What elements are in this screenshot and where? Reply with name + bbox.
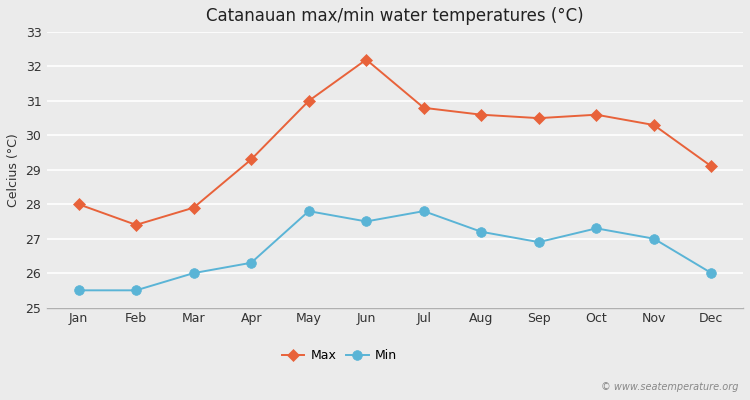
Max xyxy=(189,205,198,210)
Legend: Max, Min: Max, Min xyxy=(281,349,397,362)
Max xyxy=(419,106,428,110)
Text: © www.seatemperature.org: © www.seatemperature.org xyxy=(602,382,739,392)
Y-axis label: Celcius (°C): Celcius (°C) xyxy=(7,133,20,207)
Title: Catanauan max/min water temperatures (°C): Catanauan max/min water temperatures (°C… xyxy=(206,7,584,25)
Min xyxy=(650,236,658,241)
Max xyxy=(534,116,543,120)
Max xyxy=(74,202,83,207)
Min xyxy=(362,219,370,224)
Max xyxy=(247,157,256,162)
Max xyxy=(362,57,370,62)
Max xyxy=(707,164,716,169)
Line: Min: Min xyxy=(74,206,716,295)
Min xyxy=(74,288,83,293)
Min xyxy=(131,288,140,293)
Max xyxy=(304,98,313,103)
Min xyxy=(534,240,543,244)
Min xyxy=(592,226,601,231)
Min xyxy=(304,209,313,214)
Min xyxy=(707,271,716,276)
Max xyxy=(131,222,140,227)
Min xyxy=(419,209,428,214)
Min xyxy=(189,271,198,276)
Min xyxy=(247,260,256,265)
Max xyxy=(650,123,658,128)
Line: Max: Max xyxy=(74,56,716,229)
Max xyxy=(592,112,601,117)
Max xyxy=(477,112,486,117)
Min xyxy=(477,229,486,234)
